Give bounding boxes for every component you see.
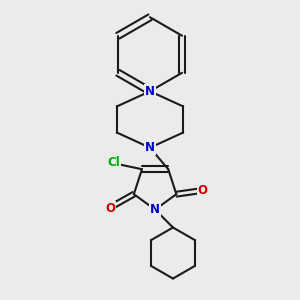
Text: N: N xyxy=(150,203,160,216)
Text: N: N xyxy=(145,141,155,154)
Text: O: O xyxy=(105,202,115,215)
Text: Cl: Cl xyxy=(107,156,120,169)
Text: N: N xyxy=(145,85,155,98)
Text: O: O xyxy=(197,184,208,197)
